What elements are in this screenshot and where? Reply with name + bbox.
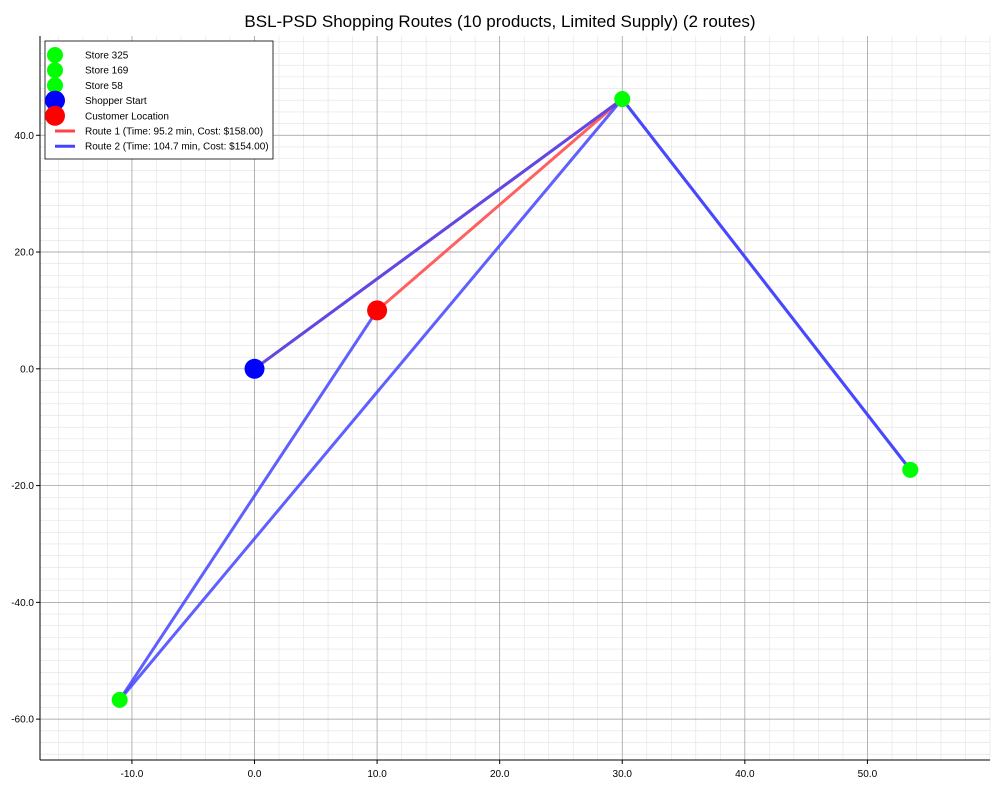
x-tick-label: 30.0 (613, 769, 633, 780)
legend-label: Store 169 (85, 66, 129, 77)
tick-labels: -10.0 0.0 10.0 20.0 30.0 40.0 50.0 -60.0 -40.0 -2… (11, 131, 877, 780)
point-store-58 (111, 691, 128, 708)
axes (39, 36, 990, 761)
y-tick-label: -60.0 (11, 715, 34, 726)
y-tick-label: 0.0 (20, 364, 34, 375)
route-1-segment (375, 97, 624, 312)
routes-layer (118, 97, 912, 702)
x-tick-label: 40.0 (735, 769, 755, 780)
legend-label: Store 58 (85, 81, 123, 92)
legend-marker (47, 77, 63, 94)
legend-marker (47, 47, 63, 63)
legend-label: Route 1 (Time: 95.2 min, Cost: $158.00) (85, 127, 263, 138)
route-2-segment (118, 308, 379, 702)
y-tick-label: -40.0 (11, 598, 34, 609)
point-shopper-start (244, 358, 265, 379)
x-tick-label: 20.0 (490, 769, 510, 780)
legend-marker (45, 90, 65, 111)
legend-label: Route 2 (Time: 104.7 min, Cost: $154.00) (85, 142, 269, 153)
route-2-segment (118, 97, 624, 702)
legend-marker (47, 62, 63, 79)
points-layer (111, 91, 919, 708)
chart-title: BSL-PSD Shopping Routes (10 products, Li… (244, 12, 756, 31)
y-tick-label: 40.0 (15, 131, 35, 142)
point-store-169 (902, 461, 919, 478)
legend-marker (45, 105, 65, 126)
route-2-segment (620, 97, 912, 472)
x-tick-label: -10.0 (121, 769, 144, 780)
y-tick-label: -20.0 (11, 481, 34, 492)
legend: Store 325 Store 169 Store 58 Shopper Start C… (44, 40, 274, 160)
x-tick-label: 50.0 (858, 769, 878, 780)
x-tick-label: 10.0 (367, 769, 387, 780)
x-tick-label: 0.0 (248, 769, 262, 780)
legend-box (44, 40, 274, 160)
point-store-325 (614, 91, 631, 108)
legend-label: Store 325 (85, 51, 129, 62)
route-2-segment (253, 97, 624, 371)
y-tick-label: 20.0 (15, 248, 35, 259)
point-customer-location (367, 300, 388, 321)
legend-label: Customer Location (85, 111, 169, 122)
legend-label: Shopper Start (85, 96, 147, 107)
